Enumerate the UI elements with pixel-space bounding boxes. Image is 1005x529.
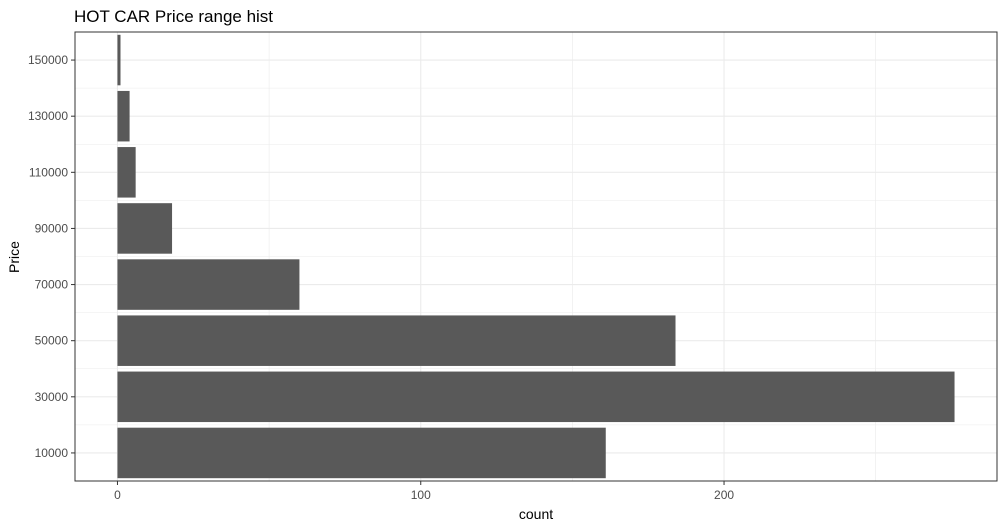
x-tick-label: 100 (411, 488, 431, 502)
y-tick-label: 70000 (35, 278, 69, 292)
x-axis-title: count (519, 506, 553, 522)
y-tick-label: 150000 (28, 53, 68, 67)
bar (117, 427, 606, 479)
x-tick-label: 0 (114, 488, 121, 502)
x-axis-ticks: 0 100 200 (114, 481, 734, 502)
bars (117, 34, 955, 479)
chart-title: HOT CAR Price range hist (74, 7, 273, 26)
y-tick-label: 30000 (35, 390, 69, 404)
bar (117, 203, 173, 254)
x-tick-label: 200 (714, 488, 734, 502)
bar (117, 259, 300, 310)
minor-gridlines (75, 32, 997, 481)
bar (117, 147, 136, 198)
y-tick-label: 10000 (35, 446, 69, 460)
bar (117, 90, 130, 142)
y-tick-label: 110000 (29, 165, 68, 179)
y-tick-label: 130000 (28, 109, 68, 123)
bar (117, 315, 676, 366)
bar (117, 371, 955, 423)
y-tick-label: 50000 (35, 334, 69, 348)
bar (117, 34, 121, 86)
y-axis-title: Price (6, 241, 22, 273)
y-axis-ticks: 10000 30000 50000 70000 90000 110000 130000 150… (28, 53, 75, 460)
y-tick-label: 90000 (35, 221, 69, 235)
panel-border (74, 31, 998, 482)
